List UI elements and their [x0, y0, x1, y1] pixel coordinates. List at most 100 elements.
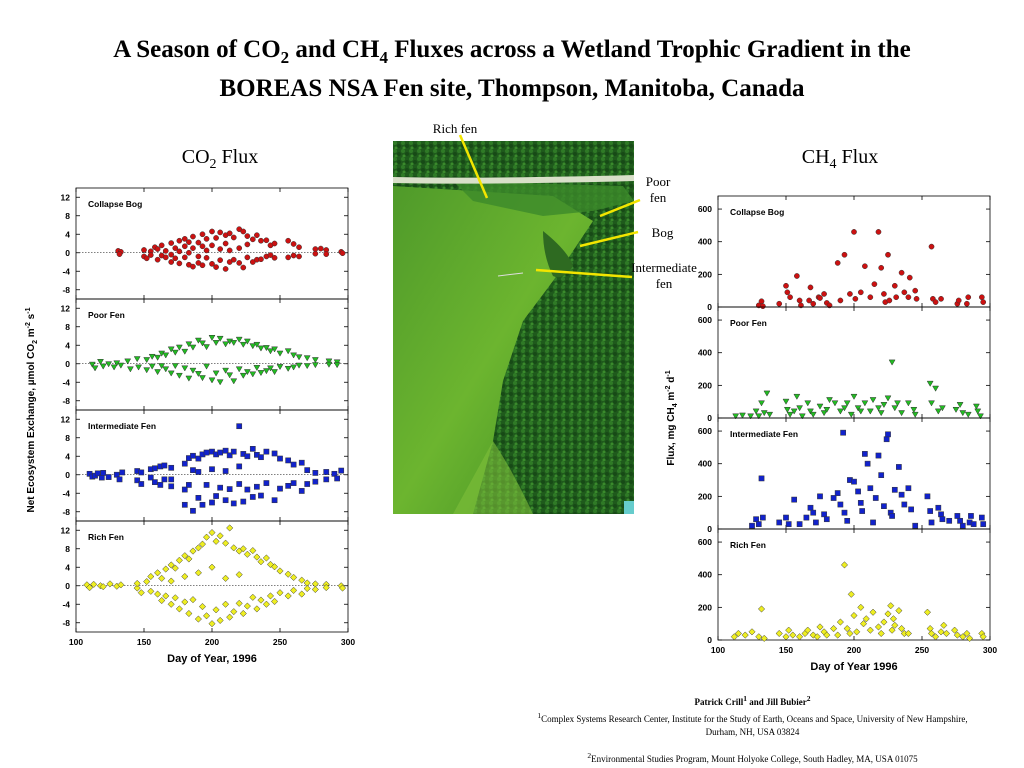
data-point — [217, 246, 224, 252]
data-point — [171, 594, 179, 602]
data-point — [843, 625, 851, 633]
data-point — [861, 400, 869, 407]
data-point — [290, 352, 298, 359]
data-point — [134, 477, 141, 484]
data-point — [891, 282, 898, 289]
data-point — [913, 295, 920, 302]
y-axis-label-part: Net Ecosystem Exchange, µmol CO — [26, 344, 37, 513]
data-point — [154, 246, 161, 252]
data-point — [312, 478, 319, 485]
data-point — [776, 300, 783, 307]
data-point — [942, 629, 951, 638]
y-tick-label: 0 — [65, 248, 70, 258]
data-point — [243, 369, 251, 376]
data-point — [796, 297, 803, 304]
x-tick-label: 150 — [779, 645, 793, 655]
data-point — [836, 618, 844, 626]
y-tick-label: 200 — [698, 380, 712, 390]
data-point — [964, 300, 970, 307]
data-point — [789, 631, 797, 639]
water-corner — [624, 501, 634, 514]
data-point — [325, 361, 333, 368]
data-point — [284, 570, 292, 578]
data-point — [938, 295, 944, 302]
data-point — [135, 364, 142, 371]
data-point — [895, 607, 903, 615]
data-point — [186, 239, 192, 245]
data-point — [974, 408, 982, 415]
data-point — [249, 494, 256, 500]
data-point — [796, 633, 804, 641]
data-point — [175, 605, 183, 613]
data-point — [928, 243, 935, 250]
data-point — [312, 470, 319, 476]
data-point — [106, 580, 114, 588]
data-point — [908, 506, 914, 513]
panel-rich-fen: -8 -4 0 4 8 12 Rich Fen — [61, 520, 349, 633]
data-point — [823, 406, 831, 413]
data-point — [311, 357, 319, 364]
panel-label: Intermediate Fen — [88, 421, 156, 431]
data-point — [235, 336, 243, 343]
data-point — [957, 517, 963, 524]
data-point — [212, 340, 220, 347]
data-point — [939, 516, 946, 523]
data-point — [167, 577, 175, 585]
data-point — [199, 262, 206, 269]
data-point — [760, 303, 766, 310]
data-point — [126, 366, 134, 373]
y-axis-label-part: -1 — [665, 370, 672, 376]
data-point — [317, 245, 324, 252]
y-tick-label: 0 — [707, 635, 712, 645]
data-point — [932, 633, 940, 641]
data-point — [854, 405, 862, 412]
data-point — [176, 237, 183, 244]
data-point — [810, 300, 817, 307]
data-point — [295, 354, 303, 361]
y-tick-label: 12 — [61, 525, 71, 535]
data-point — [816, 623, 824, 631]
data-point — [181, 460, 188, 467]
credits: Patrick Crill1 and Jill Bubier2 1Complex… — [530, 692, 975, 766]
data-point — [254, 232, 260, 239]
y-tick-label: 0 — [65, 470, 70, 480]
data-point — [734, 629, 742, 638]
data-point — [226, 230, 233, 237]
data-point — [226, 247, 233, 254]
data-point — [284, 592, 292, 600]
y-axis-label: Flux, mg CH4 m-2 d-1 — [665, 370, 679, 465]
data-point — [741, 631, 749, 639]
data-point — [244, 233, 251, 239]
data-point — [137, 589, 145, 597]
data-point — [810, 509, 817, 516]
data-point — [304, 481, 311, 487]
data-point — [852, 295, 859, 302]
data-point — [161, 476, 168, 483]
data-point — [891, 621, 899, 629]
data-point — [951, 626, 959, 634]
data-point — [230, 500, 237, 507]
data-point — [857, 603, 865, 611]
panel-label: Collapse Bog — [88, 199, 142, 209]
data-point — [189, 596, 197, 604]
data-point — [91, 365, 99, 372]
data-point — [851, 229, 857, 235]
data-point — [181, 552, 189, 560]
data-point — [290, 252, 297, 259]
data-point — [747, 413, 755, 420]
data-point — [959, 522, 966, 529]
data-point — [147, 572, 155, 581]
data-point — [891, 486, 898, 493]
data-point — [980, 521, 987, 527]
data-point — [263, 237, 270, 244]
data-point — [217, 484, 224, 491]
data-point — [171, 349, 179, 356]
data-point — [886, 297, 893, 304]
data-point — [203, 236, 210, 242]
data-point — [217, 229, 224, 236]
data-point — [322, 584, 330, 592]
data-point — [884, 610, 892, 618]
data-point — [209, 228, 215, 235]
data-point — [298, 488, 305, 494]
data-point — [875, 405, 882, 412]
